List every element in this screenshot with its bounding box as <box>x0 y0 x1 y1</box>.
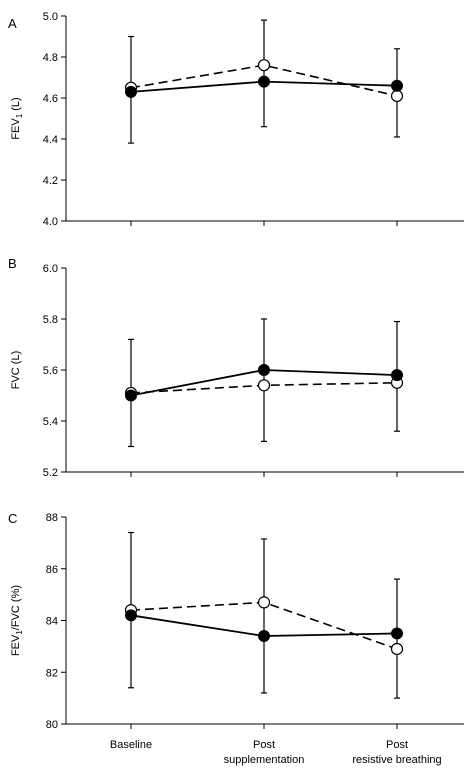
y-tick-label: 4.0 <box>43 216 58 228</box>
filled-circle-point <box>391 79 403 92</box>
x-category-label-line1: Post <box>386 739 408 751</box>
y-axis-label: FEV1/FVC (%) <box>10 585 24 656</box>
y-tick-label: 84 <box>46 616 58 628</box>
y-axis-label-main: FEV <box>10 634 22 656</box>
y-tick-label: 4.4 <box>43 134 58 146</box>
x-category-label-line2: supplementation <box>224 754 305 766</box>
filled-circle-point <box>125 389 137 402</box>
filled-circle-point <box>258 630 270 643</box>
x-category-labels: Baseline Post supplementation Post resistive… <box>110 739 442 766</box>
panel-letter: A <box>8 16 17 31</box>
y-tick-label: 5.4 <box>43 416 58 428</box>
y-axis-label-tail: (L) <box>10 97 22 114</box>
y-tick-label: 5.0 <box>43 11 58 23</box>
panel-c: C 80 82 84 86 88 FEV1/FVC (%) <box>8 511 464 731</box>
y-tick-label: 4.6 <box>43 93 58 105</box>
y-axis-label-subscript: 1 <box>15 113 24 118</box>
y-tick-label: 82 <box>46 667 58 679</box>
panel-letter: C <box>8 511 17 526</box>
y-axis-label: FEV1 (L) <box>10 97 24 139</box>
y-tick-label: 5.8 <box>43 314 58 326</box>
filled-circle-point <box>258 364 270 376</box>
y-axis-label-main: FVC (L) <box>10 351 22 390</box>
y-tick-label: 5.2 <box>43 467 58 479</box>
open-circle-point <box>257 59 271 72</box>
filled-circle-point <box>125 609 137 622</box>
filled-circle-point <box>391 369 403 382</box>
y-tick-label: 88 <box>46 512 58 524</box>
y-tick-label: 4.2 <box>43 175 58 187</box>
y-tick-label: 6.0 <box>43 263 58 275</box>
open-circle-point <box>257 379 271 392</box>
x-category-label-line1: Post <box>253 739 275 751</box>
y-tick-label: 80 <box>46 719 58 731</box>
filled-circle-point <box>258 75 270 88</box>
y-axis-label-main: FEV <box>10 118 22 140</box>
panel-letter: B <box>8 256 17 271</box>
open-circle-point <box>257 596 271 609</box>
filled-circle-point <box>125 85 137 98</box>
filled-circle-point <box>391 627 403 640</box>
y-tick-label: 5.6 <box>43 365 58 377</box>
panel-a: A 4.0 4.2 4.4 4.6 4.8 5.0 FEV1 (L) <box>8 11 464 228</box>
y-axis-label: FVC (L) <box>10 351 22 390</box>
y-axis-label-tail: /FVC (%) <box>10 585 22 630</box>
y-axis-label-subscript: 1 <box>15 630 24 635</box>
open-circle-point <box>390 642 404 656</box>
y-tick-label: 4.8 <box>43 52 58 64</box>
y-tick-label: 86 <box>46 564 58 576</box>
open-circle-point <box>390 89 404 103</box>
x-category-label-line1: Baseline <box>110 739 152 751</box>
x-category-label-line2: resistive breathing <box>352 754 441 766</box>
panel-b: B 5.2 5.4 5.6 5.8 6.0 FVC (L) <box>8 256 464 479</box>
